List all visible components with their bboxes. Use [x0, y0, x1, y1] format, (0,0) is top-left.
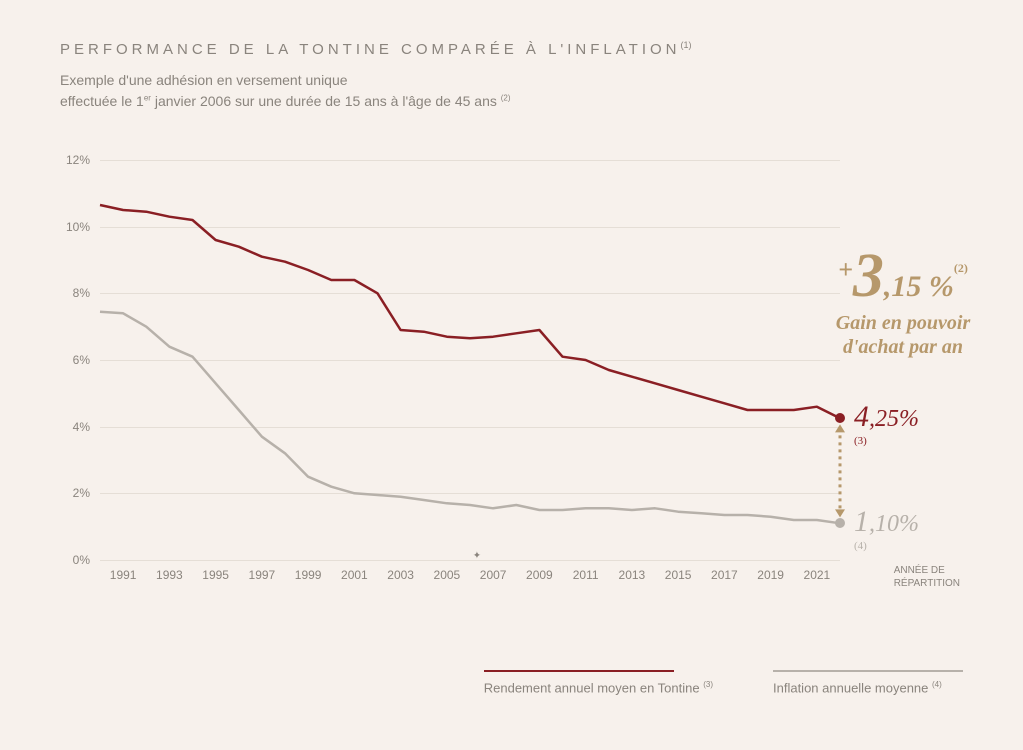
legend: Rendement annuel moyen en Tontine (3) In… — [0, 670, 1023, 695]
legend-item-tontine: Rendement annuel moyen en Tontine (3) — [484, 670, 713, 695]
legend-item-inflation: Inflation annuelle moyenne (4) — [773, 670, 963, 695]
chart-title: PERFORMANCE DE LA TONTINE COMPARÉE À L'I… — [60, 40, 692, 58]
cursor-icon: ✦ — [473, 551, 481, 562]
y-tick-label: 8% — [60, 286, 90, 300]
tontine-end-dot — [835, 413, 845, 423]
x-axis-title: ANNÉE DERÉPARTITION — [894, 564, 960, 590]
x-tick-label: 1991 — [110, 568, 137, 582]
x-tick-label: 1997 — [249, 568, 276, 582]
gap-arrow — [835, 424, 845, 517]
y-tick-label: 6% — [60, 353, 90, 367]
x-tick-label: 2007 — [480, 568, 507, 582]
y-tick-label: 12% — [60, 153, 90, 167]
gain-callout: +3,15 %(2) Gain en pouvoird'achat par an — [803, 245, 1003, 359]
tontine-end-label: 4,25%(3) — [854, 400, 919, 461]
x-tick-label: 1995 — [202, 568, 229, 582]
x-tick-label: 2003 — [387, 568, 414, 582]
x-tick-label: 2009 — [526, 568, 553, 582]
y-tick-label: 2% — [60, 486, 90, 500]
tontine-line — [100, 205, 840, 418]
x-tick-label: 1999 — [295, 568, 322, 582]
x-tick-label: 1993 — [156, 568, 183, 582]
x-tick-label: 2011 — [573, 568, 599, 582]
y-tick-label: 4% — [60, 420, 90, 434]
chart-subtitle: Exemple d'une adhésion en versement uniq… — [60, 70, 511, 112]
x-tick-label: 2017 — [711, 568, 738, 582]
y-tick-label: 0% — [60, 553, 90, 567]
inflation-end-dot — [835, 518, 845, 528]
x-tick-label: 2005 — [434, 568, 461, 582]
x-tick-label: 2001 — [341, 568, 368, 582]
x-tick-label: 2013 — [619, 568, 646, 582]
inflation-end-label: 1,10%(4) — [854, 505, 919, 566]
y-tick-label: 10% — [60, 220, 90, 234]
inflation-line — [100, 312, 840, 524]
x-tick-label: 2019 — [757, 568, 784, 582]
x-tick-label: 2021 — [804, 568, 831, 582]
x-tick-label: 2015 — [665, 568, 692, 582]
line-chart: 0%2%4%6%8%10%12%199119931995199719992001… — [60, 160, 840, 590]
